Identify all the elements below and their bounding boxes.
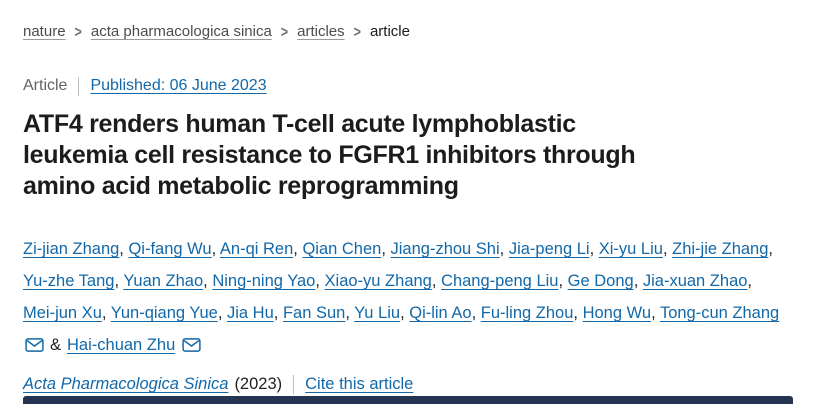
comma: , [345, 304, 355, 322]
author-link[interactable]: Xiao-yu Zhang [324, 272, 432, 290]
comma: , [499, 240, 509, 258]
journal-link[interactable]: Acta Pharmacologica Sinica [23, 375, 229, 393]
author-lines: Zi-jian Zhang, Qi-fang Wu, An-qi Ren, Qi… [23, 233, 793, 329]
article-header: nature > acta pharmacologica sinica > ar… [23, 22, 793, 395]
article-meta: Article Published: 06 June 2023 [23, 75, 793, 97]
author-link[interactable]: Zhi-jie Zhang [672, 240, 769, 258]
author-link[interactable]: Qian Chen [302, 240, 382, 258]
author-link[interactable]: Hai-chuan Zhu [67, 336, 176, 354]
article-title-line: amino acid metabolic reprogramming [23, 172, 459, 200]
author-line: Mei-jun Xu, Yun-qiang Yue, Jia Hu, Fan S… [23, 297, 793, 329]
author-link[interactable]: Jia Hu [226, 304, 274, 322]
comma: , [747, 272, 753, 290]
journal-year: (2023) [234, 375, 283, 393]
journal-citation-line: Acta Pharmacologica Sinica (2023) Cite t… [23, 373, 793, 395]
comma: , [114, 272, 124, 290]
article-title-line: ATF4 renders human T-cell acute lymphobl… [23, 110, 576, 138]
comma: , [400, 304, 410, 322]
author-line: Zi-jian Zhang, Qi-fang Wu, An-qi Ren, Qi… [23, 233, 793, 265]
comma: , [273, 304, 283, 322]
comma: , [101, 304, 111, 322]
author-link[interactable]: Hong Wu [582, 304, 652, 322]
author-link[interactable]: Yu Liu [354, 304, 401, 322]
comma: , [315, 272, 325, 290]
divider [78, 76, 80, 96]
author-link[interactable]: An-qi Ren [219, 240, 294, 258]
mail-icon[interactable] [182, 331, 201, 363]
published-date-link[interactable]: Published: 06 June 2023 [90, 77, 267, 94]
comma: , [203, 272, 213, 290]
author-link[interactable]: Chang-peng Liu [441, 272, 559, 290]
comma: , [211, 240, 220, 258]
author-line: Yu-zhe Tang, Yuan Zhao, Ning-ning Yao, X… [23, 265, 793, 297]
author-link[interactable]: Zi-jian Zhang [23, 240, 120, 258]
comma: , [217, 304, 227, 322]
comma: , [119, 240, 129, 258]
comma: , [651, 304, 660, 322]
chevron-right-icon: > [280, 23, 289, 41]
comma: , [662, 240, 673, 258]
partially-visible-dark-panel [23, 396, 793, 404]
article-title: ATF4 renders human T-cell acute lymphobl… [23, 109, 793, 202]
author-link[interactable]: Tong-cun Zhang [659, 304, 780, 322]
cite-this-article-link[interactable]: Cite this article [305, 375, 414, 393]
author-link[interactable]: Ge Dong [567, 272, 634, 290]
author-list: Zi-jian Zhang, Qi-fang Wu, An-qi Ren, Qi… [23, 233, 793, 363]
author-link[interactable]: Ning-ning Yao [212, 272, 316, 290]
breadcrumb: nature > acta pharmacologica sinica > ar… [23, 22, 793, 42]
author-link[interactable]: Fan Sun [282, 304, 346, 322]
author-link[interactable]: Qi-fang Wu [128, 240, 212, 258]
breadcrumb-item-nature[interactable]: nature [23, 23, 66, 40]
comma: , [768, 240, 773, 258]
comma: , [471, 304, 481, 322]
author-link[interactable]: Mei-jun Xu [23, 304, 102, 322]
chevron-right-icon: > [74, 23, 82, 41]
comma: , [589, 240, 599, 258]
comma: , [381, 240, 391, 258]
comma: , [558, 272, 568, 290]
author-link[interactable]: Qi-lin Ao [409, 304, 472, 322]
mail-icon[interactable] [25, 331, 44, 363]
divider [293, 374, 295, 394]
author-link[interactable]: Xi-yu Liu [598, 240, 663, 258]
author-link[interactable]: Yu-zhe Tang [23, 272, 115, 290]
breadcrumb-item-current: article [369, 23, 410, 40]
ampersand: & [50, 336, 62, 354]
chevron-right-icon: > [353, 23, 361, 41]
comma: , [573, 304, 583, 322]
comma: , [633, 272, 643, 290]
article-title-line: leukemia cell resistance to FGFR1 inhibi… [23, 141, 636, 169]
author-link[interactable]: Fu-ling Zhou [480, 304, 574, 322]
author-link[interactable]: Jia-xuan Zhao [642, 272, 748, 290]
author-final-line: & Hai-chuan Zhu [23, 329, 793, 363]
author-link[interactable]: Jiang-zhou Shi [390, 240, 500, 258]
content-type-label: Article [23, 77, 68, 94]
comma: , [431, 272, 442, 290]
breadcrumb-item-journal[interactable]: acta pharmacologica sinica [90, 23, 272, 40]
author-link[interactable]: Jia-peng Li [508, 240, 590, 258]
author-link[interactable]: Yuan Zhao [123, 272, 204, 290]
breadcrumb-item-articles[interactable]: articles [297, 23, 345, 40]
author-link[interactable]: Yun-qiang Yue [110, 304, 218, 322]
comma: , [293, 240, 303, 258]
